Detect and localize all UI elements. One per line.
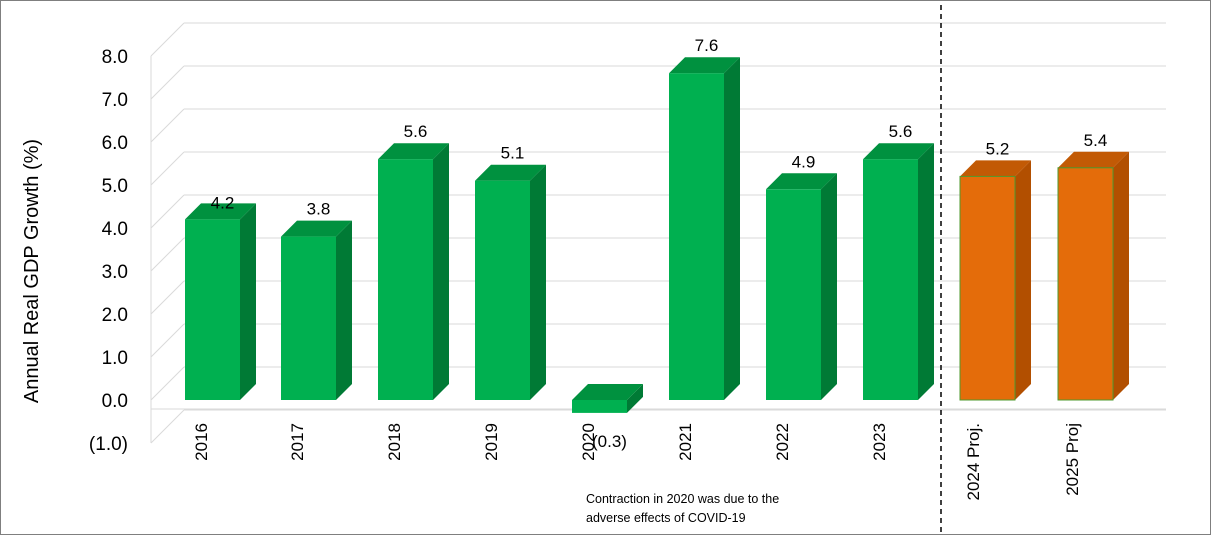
value-labels: 4.2 3.8 5.6 5.1 (0.3) 7.6 4.9 5.6 5.2 5.4 bbox=[211, 36, 1108, 451]
bar-top bbox=[185, 203, 256, 220]
gridline-diag bbox=[150, 280, 185, 315]
bar-top bbox=[766, 173, 837, 190]
bar-front bbox=[1057, 167, 1114, 401]
x-tick-label: 2017 bbox=[288, 423, 307, 461]
gridline-diag bbox=[150, 151, 185, 186]
value-label: 5.4 bbox=[1084, 131, 1108, 150]
bar-2016 bbox=[185, 203, 256, 400]
y-tick-label: 5.0 bbox=[102, 176, 128, 197]
x-tick-label: 2021 bbox=[676, 423, 695, 461]
y-axis-label: Annual Real GDP Growth (%) bbox=[21, 139, 43, 403]
bar-front bbox=[572, 400, 627, 413]
value-label: 5.2 bbox=[986, 139, 1010, 158]
bar-2017 bbox=[281, 220, 352, 400]
bar-front bbox=[475, 180, 530, 400]
value-label: 5.1 bbox=[501, 144, 525, 163]
bar-side bbox=[918, 143, 934, 400]
x-tick-label: 2022 bbox=[773, 423, 792, 461]
bar-side bbox=[240, 203, 256, 400]
bar-side bbox=[1015, 160, 1031, 400]
bar-side bbox=[530, 164, 546, 400]
bar-side bbox=[336, 220, 352, 400]
value-label: 4.2 bbox=[211, 193, 235, 212]
bar-side bbox=[627, 384, 643, 413]
bar-2022 bbox=[766, 173, 837, 400]
covid-note-line-2: adverse effects of COVID-19 bbox=[586, 511, 746, 525]
bar-top bbox=[475, 164, 546, 181]
bar-top bbox=[863, 143, 934, 160]
x-tick-label: 2016 bbox=[192, 423, 211, 461]
bar-2025-proj bbox=[1057, 151, 1129, 401]
gridline-diag bbox=[150, 194, 185, 229]
bar-top bbox=[669, 57, 740, 74]
value-label: 7.6 bbox=[695, 36, 719, 55]
gridline-diag bbox=[150, 108, 185, 143]
bar-top bbox=[281, 220, 352, 237]
x-tick-label: 2019 bbox=[482, 423, 501, 461]
bar-front bbox=[669, 73, 724, 400]
bar-2019 bbox=[475, 164, 546, 400]
y-tick-label: 3.0 bbox=[102, 262, 128, 283]
bar-side bbox=[724, 57, 740, 400]
x-axis-categories: 2016 2017 2018 2019 2020 2021 2022 2023 2024 Pro… bbox=[192, 423, 1082, 501]
gridline-diag bbox=[150, 366, 185, 401]
bar-side bbox=[821, 173, 837, 400]
y-tick-label: 4.0 bbox=[102, 219, 128, 240]
covid-note-line-1: Contraction in 2020 was due to the bbox=[586, 492, 779, 506]
bar-front bbox=[185, 219, 240, 400]
gridline-diag bbox=[150, 323, 185, 358]
y-tick-label: 1.0 bbox=[102, 348, 128, 369]
x-tick-label: 2023 bbox=[870, 423, 889, 461]
y-tick-label: (1.0) bbox=[89, 434, 128, 455]
bar-front bbox=[281, 236, 336, 400]
y-tick-label: 7.0 bbox=[102, 90, 128, 111]
value-label: (0.3) bbox=[592, 432, 627, 451]
bar-front bbox=[959, 175, 1016, 401]
bar-2018 bbox=[378, 143, 449, 400]
y-tick-label: 2.0 bbox=[102, 305, 128, 326]
value-label: 3.8 bbox=[307, 200, 331, 219]
bar-side bbox=[433, 143, 449, 400]
bar-front bbox=[863, 159, 918, 400]
bar-front bbox=[766, 189, 821, 400]
x-tick-label: 2020 bbox=[579, 423, 598, 461]
x-tick-label: 2025 Proj bbox=[1063, 423, 1082, 496]
value-label: 5.6 bbox=[404, 122, 428, 141]
value-label: 5.6 bbox=[889, 122, 913, 141]
y-tick-label: 8.0 bbox=[102, 47, 128, 68]
value-label: 4.9 bbox=[792, 152, 816, 171]
bar-top bbox=[960, 160, 1031, 177]
y-tick-label: 0.0 bbox=[102, 391, 128, 412]
bar-front bbox=[378, 159, 433, 400]
bar-2020 bbox=[572, 384, 643, 413]
bar-top bbox=[378, 143, 449, 160]
gridline-diag bbox=[150, 22, 185, 57]
x-tick-label: 2024 Proj. bbox=[964, 423, 983, 501]
y-tick-label: 6.0 bbox=[102, 133, 128, 154]
x-tick-label: 2018 bbox=[385, 423, 404, 461]
bars bbox=[185, 57, 1129, 413]
bar-2024-proj bbox=[959, 160, 1031, 401]
bar-side bbox=[1113, 151, 1129, 400]
y-axis-ticks: (1.0) 0.0 1.0 2.0 3.0 4.0 5.0 6.0 7.0 8.0 bbox=[89, 47, 128, 455]
gridline-diag bbox=[150, 409, 185, 444]
bar-top bbox=[572, 384, 643, 400]
bar-top bbox=[1058, 151, 1129, 168]
bar-2023 bbox=[863, 143, 934, 400]
gridline-diag bbox=[150, 65, 185, 100]
gridline-diag bbox=[150, 237, 185, 272]
bar-2021 bbox=[669, 57, 740, 400]
